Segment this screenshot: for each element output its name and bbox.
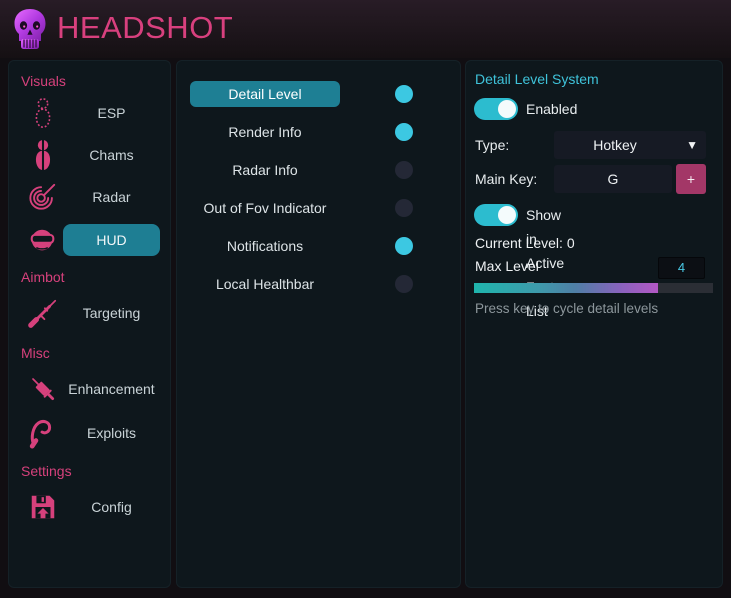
app-title: HEADSHOT [57,10,234,45]
section-label-misc: Misc [21,345,50,361]
sidebar-item-label: HUD [96,232,127,248]
sidebar-item-config[interactable]: Config [17,491,164,523]
main-key-label: Main Key: [475,171,538,187]
detail-panel-title: Detail Level System [475,71,599,87]
feature-row-render-info: Render Info [177,119,462,145]
toggle-knob [498,206,516,224]
feature-toggle-dot[interactable] [395,275,413,293]
sidebar-item-label: Exploits [86,425,137,441]
feature-toggle-dot[interactable] [395,161,413,179]
max-level-slider[interactable] [474,283,713,293]
syringe-icon [27,373,59,405]
add-key-button[interactable]: + [676,164,706,194]
whip-icon [27,417,59,449]
toggle-knob [498,100,516,118]
chevron-down-icon: ▼ [686,138,698,152]
feature-button[interactable]: Radar Info [232,162,298,178]
sidebar-item-label: Config [91,499,132,515]
max-level-label: Max Level [475,258,539,274]
section-label-aimbot: Aimbot [21,269,65,285]
type-dropdown-value: Hotkey [593,137,637,153]
feature-button[interactable]: Out of Fov Indicator [203,200,327,216]
feature-button[interactable]: Local Healthbar [215,276,315,292]
skull-logo-icon [14,9,46,49]
show-in-list-toggle[interactable] [474,204,518,226]
sidebar-item-label: Radar [92,189,131,205]
hint-text: Press key to cycle detail levels [475,301,659,316]
sidebar-item-hud[interactable]: HUD [17,224,164,256]
current-level-text: Current Level: 0 [475,235,575,251]
type-dropdown[interactable]: Hotkey ▼ [554,131,706,159]
sidebar-item-enhancement[interactable]: Enhancement [17,373,164,405]
feature-toggle-dot[interactable] [395,237,413,255]
sidebar-item-label: ESP [97,105,126,121]
feature-row-out-of-fov: Out of Fov Indicator [177,195,462,221]
sidebar-item-label: Targeting [82,305,141,321]
sidebar-item-exploits[interactable]: Exploits [17,417,164,449]
header-bar: HEADSHOT [0,0,731,58]
feature-toggle-dot[interactable] [395,199,413,217]
sidebar-item-chams[interactable]: Chams [17,139,164,171]
save-config-icon [27,491,59,523]
feature-button[interactable]: Detail Level [190,81,340,107]
section-label-visuals: Visuals [21,73,66,89]
show-in-list-label: Show in Active Feature List [526,207,574,319]
feature-button[interactable]: Render Info [228,124,302,140]
feature-list-panel: Detail Level Render Info Radar Info Out … [176,60,461,588]
feature-row-notifications: Notifications [177,233,462,259]
hud-icon [27,224,59,256]
feature-toggle-dot[interactable] [395,123,413,141]
enabled-label: Enabled [526,101,578,117]
sidebar-item-label: Enhancement [68,381,155,397]
main-key-field[interactable]: G [554,165,672,193]
enabled-toggle[interactable] [474,98,518,120]
feature-row-local-healthbar: Local Healthbar [177,271,462,297]
feature-button[interactable]: Notifications [226,238,304,254]
sidebar-item-label: Chams [89,147,134,163]
feature-row-radar-info: Radar Info [177,157,462,183]
type-label: Type: [475,137,510,153]
feature-toggle-dot[interactable] [395,85,413,103]
esp-icon [27,97,59,129]
feature-row-detail-level: Detail Level [177,81,462,107]
sidebar-item-radar[interactable]: Radar [17,181,164,213]
sidebar-item-esp[interactable]: ESP [17,97,164,129]
max-level-value[interactable]: 4 [658,257,705,279]
section-label-settings: Settings [21,463,72,479]
sidebar-item-targeting[interactable]: Targeting [17,297,164,329]
rifle-icon [27,297,59,329]
sidebar-selected-highlight [63,224,160,256]
sidebar: Visuals ESP Chams [8,60,171,588]
max-level-slider-fill [474,283,659,293]
detail-settings-panel: Detail Level System Enabled Type: Hotkey… [465,60,723,588]
chams-icon [27,139,59,171]
radar-icon [27,181,59,213]
